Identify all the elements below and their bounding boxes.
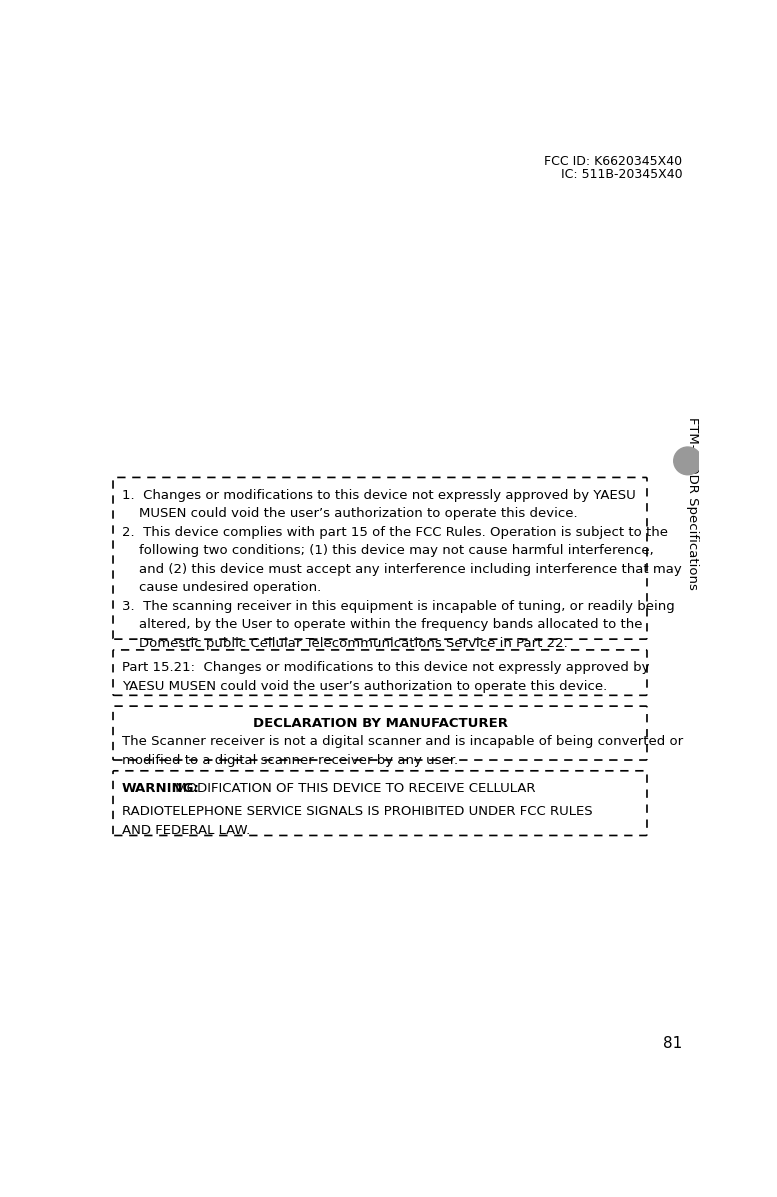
Circle shape xyxy=(674,446,702,475)
Text: FTM-400DR Specifications: FTM-400DR Specifications xyxy=(686,417,699,590)
Text: FCC ID: K6620345X40: FCC ID: K6620345X40 xyxy=(544,156,682,169)
Text: DECLARATION BY MANUFACTURER: DECLARATION BY MANUFACTURER xyxy=(253,717,507,729)
Text: The Scanner receiver is not a digital scanner and is incapable of being converte: The Scanner receiver is not a digital sc… xyxy=(122,735,683,766)
Text: Part 15.21:  Changes or modifications to this device not expressly approved by
Y: Part 15.21: Changes or modifications to … xyxy=(122,661,650,693)
Text: MODIFICATION OF THIS DEVICE TO RECEIVE CELLULAR: MODIFICATION OF THIS DEVICE TO RECEIVE C… xyxy=(171,782,535,795)
Text: IC: 511B-20345X40: IC: 511B-20345X40 xyxy=(561,168,682,181)
Text: WARNING:: WARNING: xyxy=(122,782,200,795)
Text: 1.  Changes or modifications to this device not expressly approved by YAESU
    : 1. Changes or modifications to this devi… xyxy=(122,488,681,650)
Text: 81: 81 xyxy=(663,1037,682,1051)
Text: RADIOTELEPHONE SERVICE SIGNALS IS PROHIBITED UNDER FCC RULES
AND FEDERAL LAW.: RADIOTELEPHONE SERVICE SIGNALS IS PROHIB… xyxy=(122,806,593,837)
